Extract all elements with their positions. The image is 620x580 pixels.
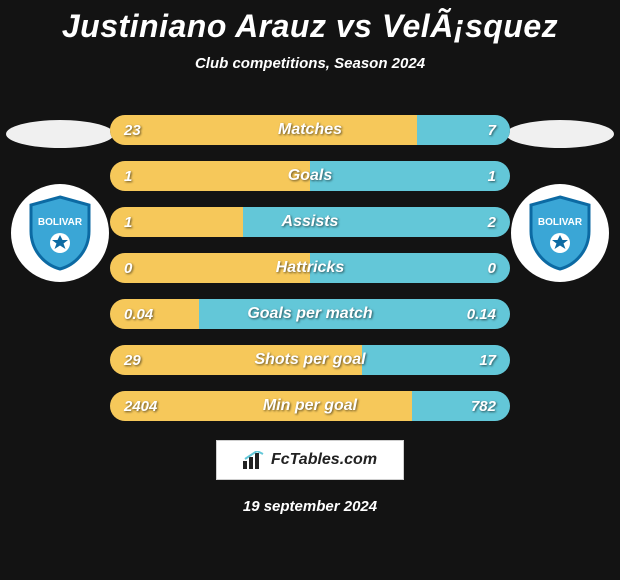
stat-value-right: 782: [457, 391, 510, 421]
footer-brand-text: FcTables.com: [271, 451, 377, 469]
stats-chart: Matches237Goals11Assists12Hattricks00Goa…: [110, 115, 510, 437]
svg-text:BOLIVAR: BOLIVAR: [38, 217, 83, 228]
stat-row: Goals1 1: [110, 161, 510, 191]
club-badge-left: BOLIVAR: [11, 184, 109, 282]
stat-label: Matches: [110, 115, 510, 145]
stat-label: Assists: [110, 207, 510, 237]
footer-logo: FcTables.com: [216, 440, 404, 480]
stat-value-right: 0: [474, 253, 510, 283]
stat-label: Shots per goal: [110, 345, 510, 375]
stat-row: Hattricks0 0: [110, 253, 510, 283]
player-right-block: BOLIVAR: [500, 120, 620, 282]
date-text: 19 september 2024: [0, 498, 620, 515]
stat-row: Shots per goal29 17: [110, 345, 510, 375]
stat-value-left: 1: [110, 161, 146, 191]
player-left-nameplate: [6, 120, 114, 148]
stat-label: Goals per match: [110, 299, 510, 329]
player-right-nameplate: [506, 120, 614, 148]
stat-value-right: 7: [474, 115, 510, 145]
svg-text:BOLIVAR: BOLIVAR: [538, 217, 583, 228]
chart-icon: [243, 451, 265, 469]
stat-value-left: 0.04: [110, 299, 167, 329]
stat-row: Goals per match0.04 0.14: [110, 299, 510, 329]
stat-value-left: 29: [110, 345, 155, 375]
club-badge-right: BOLIVAR: [511, 184, 609, 282]
stat-label: Goals: [110, 161, 510, 191]
stat-value-right: 0.14: [453, 299, 510, 329]
stat-label: Hattricks: [110, 253, 510, 283]
club-shield-right: BOLIVAR: [527, 195, 593, 271]
stat-value-left: 2404: [110, 391, 171, 421]
stat-row: Assists1 2: [110, 207, 510, 237]
stat-value-right: 1: [474, 161, 510, 191]
stat-value-left: 1: [110, 207, 146, 237]
stat-value-left: 0: [110, 253, 146, 283]
stat-value-right: 17: [465, 345, 510, 375]
stat-row: Matches23 7: [110, 115, 510, 145]
player-left-block: BOLIVAR: [0, 120, 120, 282]
stat-value-left: 23: [110, 115, 155, 145]
title-text: Justiniano Arauz vs VelÃ¡squez: [62, 8, 558, 44]
page-title: Justiniano Arauz vs VelÃ¡squez: [0, 0, 620, 45]
stat-value-right: 2: [474, 207, 510, 237]
subtitle: Club competitions, Season 2024: [0, 55, 620, 72]
stat-row: Min per goal2404782: [110, 391, 510, 421]
club-shield-left: BOLIVAR: [27, 195, 93, 271]
